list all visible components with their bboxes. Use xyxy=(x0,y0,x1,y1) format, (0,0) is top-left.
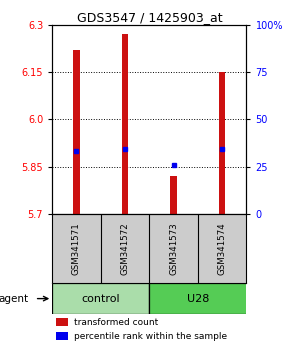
Text: agent: agent xyxy=(0,293,29,304)
Bar xyxy=(149,283,246,314)
Text: GSM341571: GSM341571 xyxy=(72,222,81,275)
Bar xyxy=(56,318,68,326)
Bar xyxy=(219,72,225,214)
Text: GSM341572: GSM341572 xyxy=(121,222,130,275)
Text: transformed count: transformed count xyxy=(74,318,158,327)
Text: percentile rank within the sample: percentile rank within the sample xyxy=(74,332,227,341)
Bar xyxy=(171,176,177,214)
Title: GDS3547 / 1425903_at: GDS3547 / 1425903_at xyxy=(77,11,222,24)
Text: control: control xyxy=(81,293,120,304)
Text: U28: U28 xyxy=(187,293,209,304)
Bar xyxy=(56,332,68,341)
Bar xyxy=(73,50,80,214)
Bar xyxy=(122,34,128,214)
Bar xyxy=(52,283,149,314)
Text: GSM341574: GSM341574 xyxy=(218,222,227,275)
Text: GSM341573: GSM341573 xyxy=(169,222,178,275)
